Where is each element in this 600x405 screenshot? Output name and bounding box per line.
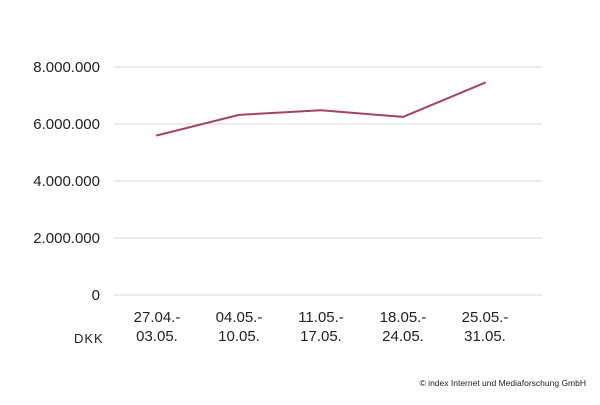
- series-line: [157, 83, 485, 136]
- series-lines: [157, 83, 485, 136]
- y-axis-ticks: 0 2.000.000 4.000.000 6.000.000 8.000.000: [33, 59, 100, 304]
- x-tick-label: 11.05.- 17.05.: [298, 309, 344, 345]
- y-tick-label: 0: [92, 287, 100, 304]
- y-tick-label: 6.000.000: [33, 116, 100, 133]
- x-tick-label: 04.05.- 10.05.: [216, 309, 263, 345]
- x-tick-label: 27.04.- 03.05.: [134, 309, 181, 345]
- x-tick-label-line: 31.05.: [464, 328, 506, 345]
- x-tick-label-line: 18.05.-: [380, 309, 427, 326]
- x-tick-label-line: 25.05.-: [462, 309, 509, 326]
- x-tick-label-line: 03.05.: [136, 328, 178, 345]
- gridlines: [114, 67, 542, 295]
- y-tick-label: 2.000.000: [33, 230, 100, 247]
- x-tick-label: 25.05.- 31.05.: [462, 309, 509, 345]
- y-tick-label: 4.000.000: [33, 173, 100, 190]
- x-tick-label-line: 11.05.-: [298, 309, 344, 326]
- copyright-credit: © index Internet und Mediaforschung GmbH: [420, 378, 586, 388]
- y-tick-label: 8.000.000: [33, 59, 100, 76]
- x-tick-label-line: 27.04.-: [134, 309, 181, 326]
- x-axis-ticks: 27.04.-03.05.04.05.-10.05.11.05.-17.05.1…: [134, 309, 509, 345]
- x-tick-label-line: 24.05.: [382, 328, 424, 345]
- x-tick-label: 18.05.- 24.05.: [380, 309, 427, 345]
- unit-label: DKK: [74, 331, 104, 346]
- x-tick-label-line: 10.05.: [218, 328, 260, 345]
- x-tick-label-line: 04.05.-: [216, 309, 263, 326]
- x-tick-label-line: 17.05.: [300, 328, 342, 345]
